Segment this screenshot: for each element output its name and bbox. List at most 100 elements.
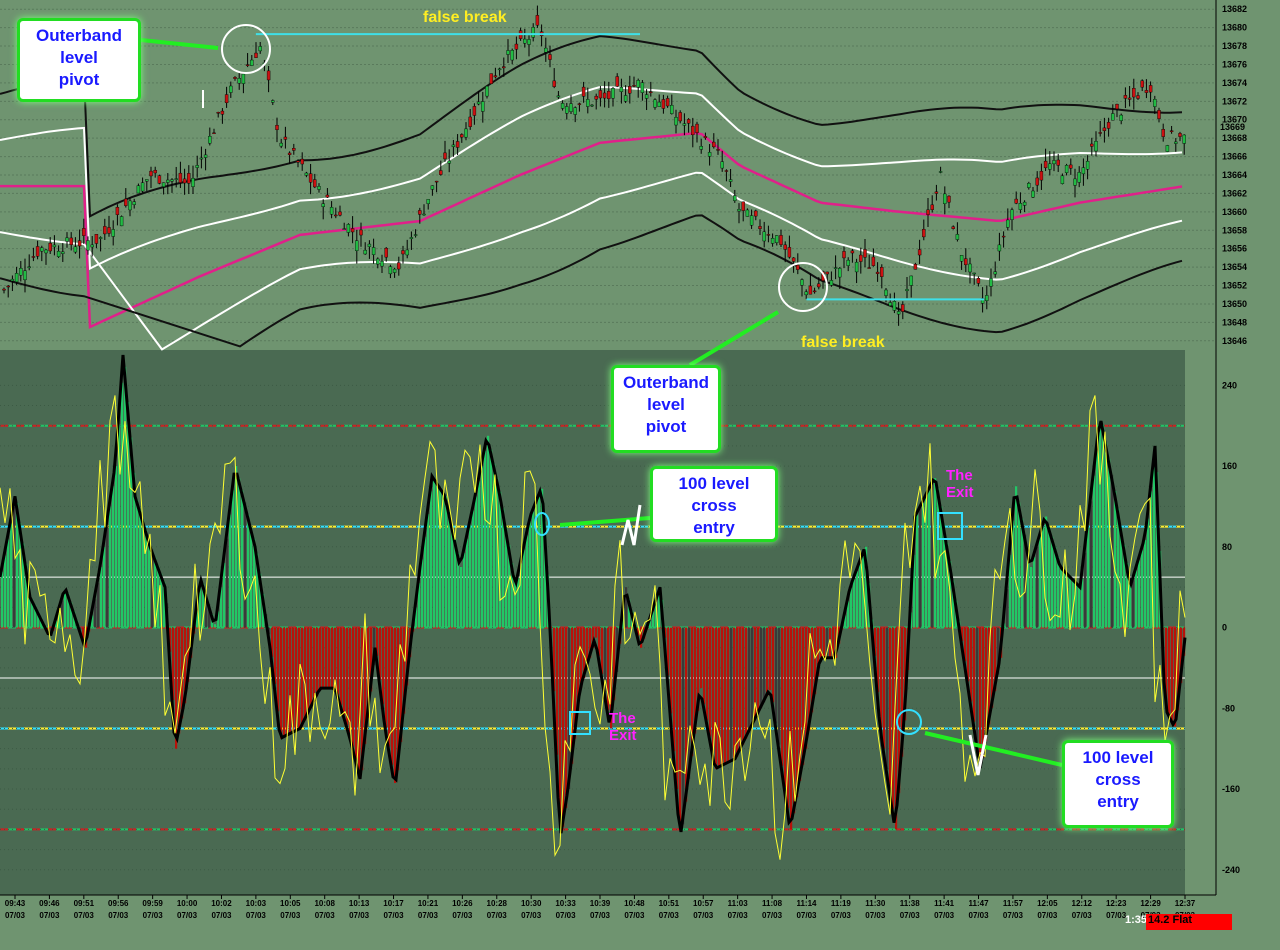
osc-histogram-bar — [280, 627, 283, 739]
osc-histogram-bar — [832, 627, 835, 658]
candle-body — [1006, 219, 1010, 228]
osc-histogram-bar — [175, 627, 178, 749]
osc-histogram-bar — [952, 580, 955, 628]
osc-histogram-bar — [1156, 472, 1159, 628]
candle-body — [128, 200, 132, 211]
osc-histogram-bar — [988, 627, 991, 725]
candle-body — [405, 249, 409, 256]
candle-body — [77, 240, 82, 247]
osc-histogram-bar — [169, 627, 172, 652]
candle-body — [220, 110, 225, 115]
candle-body — [359, 229, 363, 236]
osc-histogram-bar — [985, 627, 988, 742]
osc-histogram-bar — [286, 627, 289, 736]
osc-histogram-bar — [82, 627, 85, 639]
candle-body — [1031, 190, 1035, 198]
x-tick-label: 10:00 — [177, 899, 198, 908]
osc-histogram-bar — [22, 543, 25, 628]
osc-histogram-bar — [793, 627, 796, 814]
osc-histogram-bar — [814, 627, 817, 695]
osc-histogram-bar — [613, 627, 616, 701]
osc-histogram-bar — [1114, 490, 1117, 628]
candle-body — [594, 95, 598, 100]
candle-body — [258, 46, 262, 52]
candle-body — [1077, 172, 1081, 183]
candle-body — [153, 169, 157, 174]
osc-histogram-bar — [964, 627, 967, 662]
osc-histogram-bar — [583, 627, 586, 679]
osc-tick-label: -80 — [1222, 703, 1235, 713]
x-tick-label: 10:05 — [280, 899, 301, 908]
osc-histogram-bar — [733, 627, 736, 760]
candle-body — [649, 91, 653, 93]
osc-histogram-bar — [49, 627, 52, 636]
candle-body — [103, 226, 107, 235]
candle-body — [728, 179, 733, 182]
osc-histogram-bar — [946, 542, 949, 628]
osc-histogram-bar — [334, 627, 337, 689]
candle-body — [1136, 95, 1140, 99]
osc-histogram-bar — [595, 627, 598, 638]
candle-body — [859, 254, 863, 262]
x-date-label: 07/03 — [384, 911, 405, 920]
osc-histogram-bar — [472, 510, 475, 628]
candle-body — [19, 268, 23, 276]
candle-body — [1119, 114, 1123, 121]
candle-body — [607, 91, 611, 99]
osc-histogram-bar — [1048, 526, 1051, 628]
candle-body — [930, 204, 934, 210]
candle-body — [31, 256, 36, 258]
osc-histogram-bar — [385, 627, 388, 729]
candle-body — [455, 141, 460, 148]
osc-histogram-bar — [232, 490, 235, 628]
candle-body — [224, 94, 229, 104]
x-date-label: 07/03 — [487, 911, 508, 920]
osc-histogram-bar — [19, 523, 22, 628]
candle-body — [863, 249, 867, 258]
candle-body — [1178, 133, 1182, 137]
osc-histogram-bar — [625, 587, 628, 628]
osc-histogram-bar — [91, 615, 94, 628]
candle-body — [1052, 160, 1056, 165]
candle-body — [241, 73, 246, 84]
candle-body — [762, 231, 766, 242]
x-date-label: 07/03 — [452, 911, 473, 920]
osc-histogram-bar — [256, 553, 259, 628]
osc-histogram-bar — [682, 627, 685, 825]
osc-histogram-bar — [7, 539, 10, 628]
osc-histogram-bar — [283, 627, 286, 738]
osc-histogram-bar — [514, 581, 517, 628]
candle-body — [254, 52, 258, 58]
osc-histogram-bar — [889, 627, 892, 790]
osc-histogram-bar — [1174, 627, 1177, 727]
candle-body — [896, 311, 901, 315]
price-tick-label: 13670 — [1222, 115, 1247, 125]
status-position: Flat — [1172, 914, 1193, 926]
candle-body — [770, 238, 775, 244]
candle-body — [653, 99, 657, 108]
osc-histogram-bar — [727, 627, 730, 763]
osc-histogram-bar — [34, 605, 37, 628]
osc-histogram-bar — [37, 611, 40, 628]
candle-body — [208, 136, 212, 144]
osc-histogram-bar — [322, 627, 325, 689]
osc-histogram-bar — [466, 538, 469, 628]
osc-signal-line — [0, 395, 1186, 860]
osc-histogram-bar — [973, 627, 976, 722]
osc-histogram-bar — [1078, 585, 1081, 628]
candle-body — [1035, 177, 1039, 186]
osc-histogram-bar — [358, 627, 361, 771]
candle-body — [1132, 88, 1136, 98]
price-tick-label: 13654 — [1222, 262, 1247, 272]
candle-body — [968, 263, 972, 273]
x-date-label: 07/03 — [349, 911, 370, 920]
status-time: 1:35 — [1125, 914, 1148, 926]
osc-histogram-bar — [553, 627, 556, 692]
candle-body — [472, 106, 477, 116]
x-tick-label: 12:29 — [1140, 899, 1161, 908]
candle-body — [951, 226, 955, 229]
osc-histogram-bar — [427, 514, 430, 628]
osc-histogram-bar — [859, 562, 862, 628]
osc-histogram-bar — [499, 491, 502, 628]
candle-body — [350, 228, 355, 233]
